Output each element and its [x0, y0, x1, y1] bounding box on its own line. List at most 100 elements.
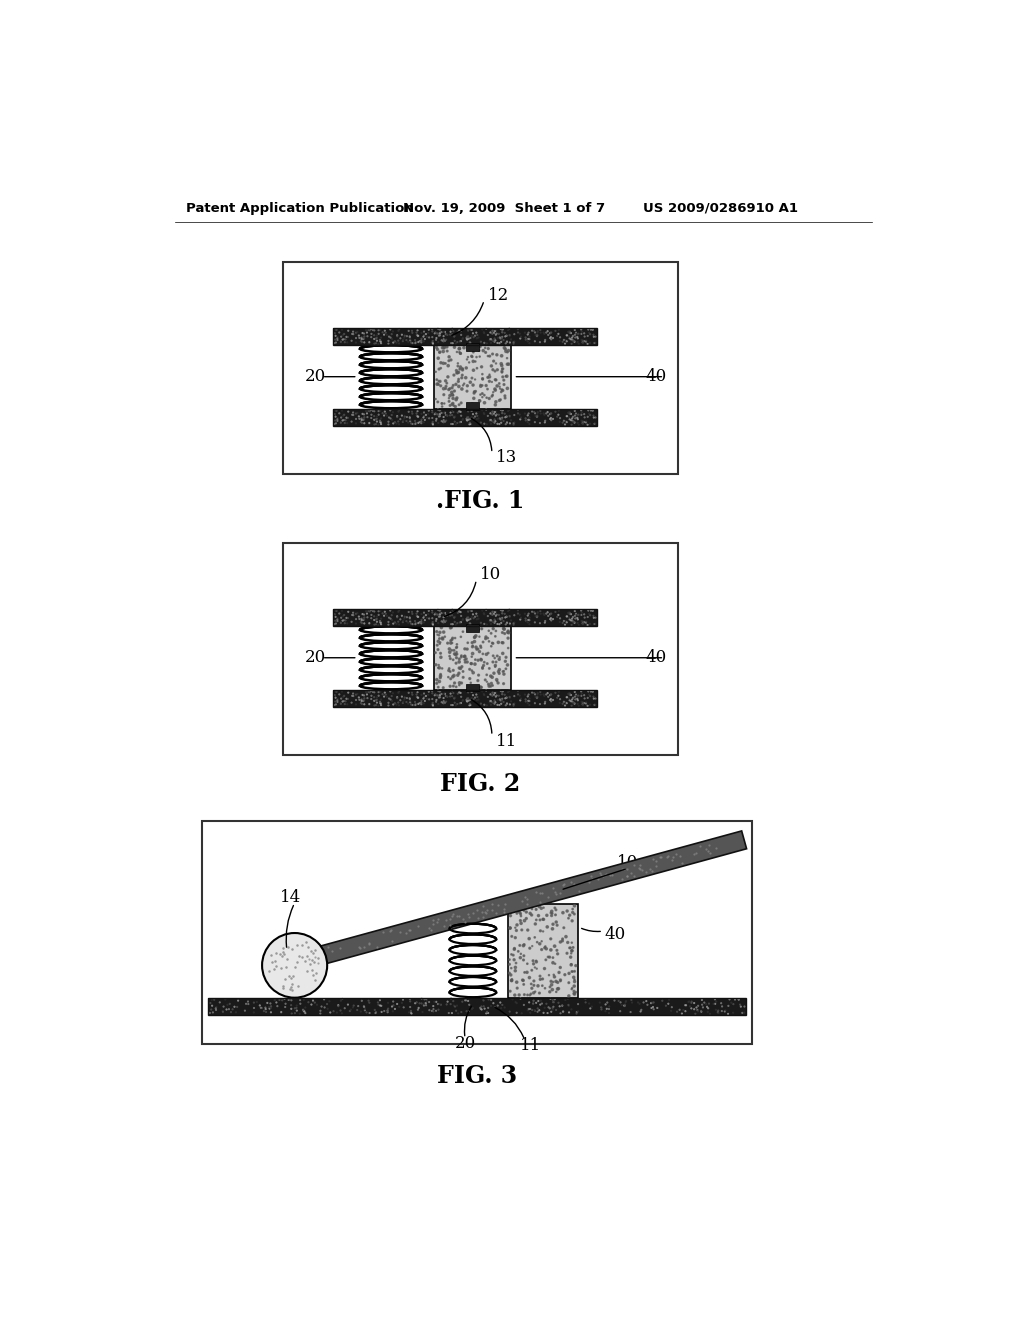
Point: [273, 1002, 290, 1023]
Point: [532, 322, 549, 343]
Point: [458, 367, 474, 388]
Point: [300, 991, 316, 1012]
Point: [484, 601, 501, 622]
Point: [569, 326, 586, 347]
Point: [550, 404, 566, 425]
Point: [543, 326, 559, 347]
Point: [464, 681, 480, 702]
Point: [508, 953, 524, 974]
Point: [326, 1001, 342, 1022]
Point: [369, 611, 385, 632]
Point: [494, 346, 510, 367]
Point: [551, 601, 567, 622]
Point: [449, 995, 465, 1016]
Point: [503, 409, 519, 430]
Point: [256, 1001, 272, 1022]
Point: [474, 383, 490, 404]
Point: [485, 330, 502, 351]
Point: [396, 606, 413, 627]
Text: 11: 11: [496, 733, 517, 750]
Point: [518, 902, 535, 923]
Point: [380, 611, 396, 632]
Point: [528, 407, 545, 428]
Point: [369, 408, 385, 429]
Point: [408, 333, 424, 354]
Point: [351, 408, 368, 429]
Point: [438, 610, 455, 631]
Point: [495, 380, 511, 401]
Point: [402, 991, 419, 1012]
Point: [495, 684, 511, 705]
Point: [401, 326, 418, 347]
Point: [570, 696, 587, 717]
Point: [494, 411, 510, 432]
Point: [565, 325, 582, 346]
Point: [430, 399, 446, 420]
Point: [436, 321, 453, 342]
Point: [496, 611, 512, 632]
Point: [582, 605, 598, 626]
Point: [478, 680, 495, 701]
Point: [732, 997, 749, 1018]
Point: [529, 602, 546, 623]
Point: [463, 672, 479, 693]
Point: [707, 989, 723, 1010]
Point: [429, 685, 445, 706]
Point: [472, 391, 488, 412]
Point: [693, 1001, 710, 1022]
Point: [462, 614, 478, 635]
Point: [396, 407, 413, 428]
Point: [400, 401, 417, 422]
Point: [316, 989, 333, 1010]
Point: [464, 660, 480, 681]
Point: [467, 351, 483, 372]
Point: [424, 321, 440, 342]
Point: [545, 991, 561, 1012]
Point: [408, 694, 424, 715]
Point: [639, 994, 655, 1015]
Point: [478, 671, 495, 692]
Point: [472, 337, 488, 358]
Point: [495, 599, 511, 620]
Point: [487, 692, 504, 713]
Point: [473, 412, 489, 433]
Point: [689, 999, 706, 1020]
Point: [570, 404, 587, 425]
Point: [364, 605, 380, 626]
Point: [414, 610, 430, 631]
Point: [471, 642, 487, 663]
Point: [543, 603, 559, 624]
Point: [361, 319, 378, 341]
Point: [567, 689, 584, 710]
Point: [410, 319, 426, 341]
Point: [577, 688, 593, 709]
Point: [519, 331, 536, 352]
Point: [472, 676, 488, 697]
Point: [430, 374, 446, 395]
Point: [376, 686, 392, 708]
Point: [580, 326, 596, 347]
Point: [561, 688, 578, 709]
Point: [500, 655, 516, 676]
Point: [440, 667, 457, 688]
Point: [503, 896, 519, 917]
Point: [563, 334, 580, 355]
Point: [372, 692, 388, 713]
Point: [473, 618, 489, 639]
Point: [431, 599, 447, 620]
Point: [492, 647, 508, 668]
Point: [437, 404, 454, 425]
Point: [554, 612, 570, 634]
Point: [499, 606, 515, 627]
Point: [509, 915, 525, 936]
Bar: [208, 998, 745, 1015]
Point: [567, 956, 584, 977]
Point: [431, 671, 447, 692]
Point: [475, 631, 492, 652]
Point: [333, 412, 349, 433]
Point: [574, 694, 591, 715]
Point: [482, 665, 499, 686]
Point: [566, 611, 583, 632]
Point: [521, 614, 538, 635]
Point: [340, 601, 356, 622]
